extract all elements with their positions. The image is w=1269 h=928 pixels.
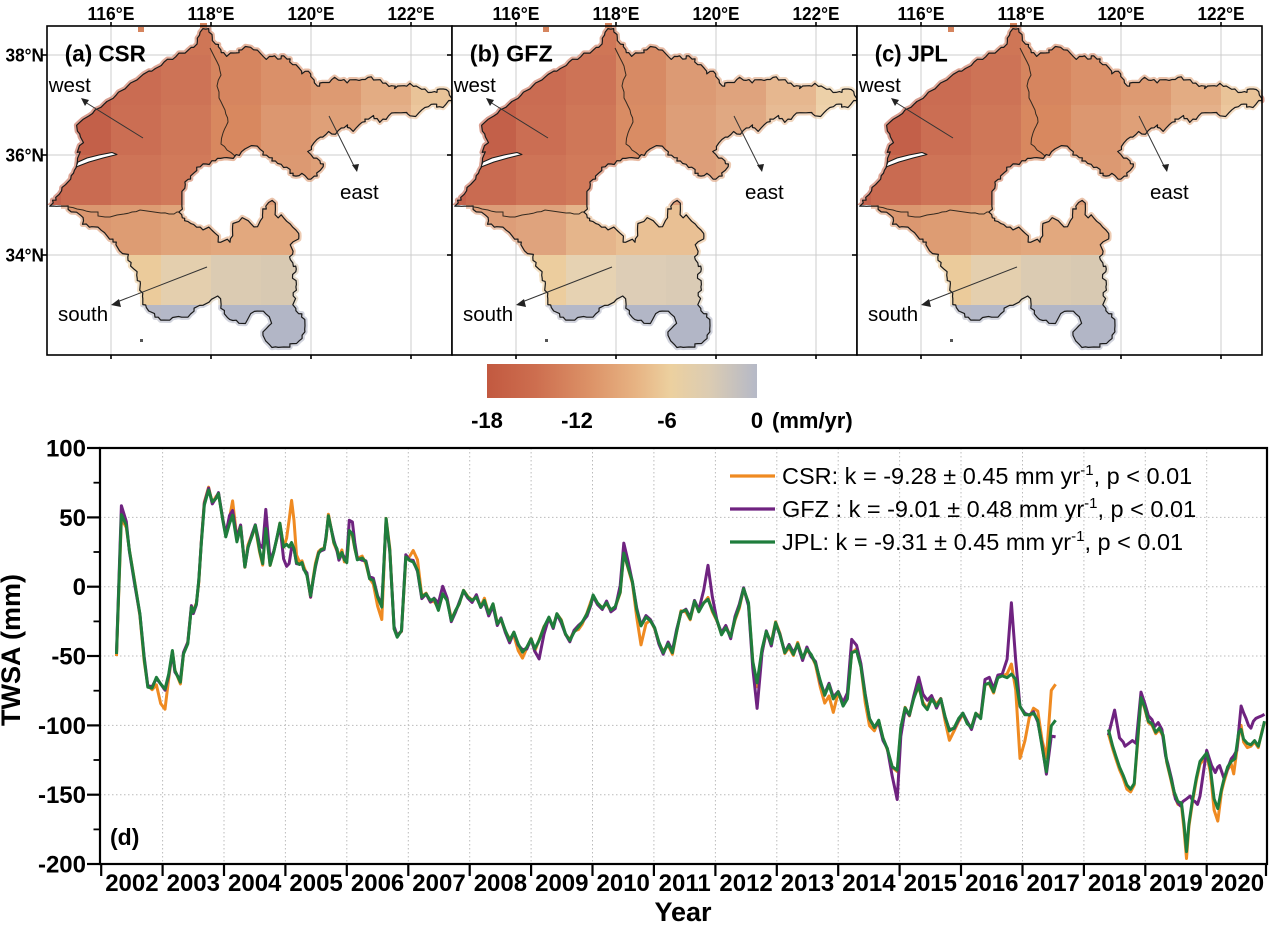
svg-text:-50: -50 [51, 644, 86, 671]
svg-text:116°E: 116°E [88, 4, 135, 24]
svg-text:(b) GFZ: (b) GFZ [470, 40, 553, 66]
svg-text:-200: -200 [38, 852, 86, 879]
svg-text:118°E: 118°E [188, 4, 235, 24]
svg-text:(mm/yr): (mm/yr) [772, 408, 853, 433]
svg-text:Year: Year [654, 897, 712, 927]
svg-text:2005: 2005 [289, 870, 342, 897]
svg-text:-100: -100 [38, 713, 86, 740]
svg-text:JPL: k = -9.31 ± 0.45 mm yr-1,: JPL: k = -9.31 ± 0.45 mm yr-1, p < 0.01 [782, 528, 1183, 555]
svg-text:122°E: 122°E [1198, 4, 1245, 24]
svg-text:south: south [463, 303, 513, 326]
svg-text:116°E: 116°E [898, 4, 945, 24]
svg-text:0: 0 [751, 408, 763, 433]
svg-text:118°E: 118°E [593, 4, 640, 24]
svg-text:-18: -18 [471, 408, 503, 433]
svg-text:CSR: k = -9.28 ± 0.45 mm yr-1,: CSR: k = -9.28 ± 0.45 mm yr-1, p < 0.01 [782, 462, 1192, 489]
svg-text:2004: 2004 [228, 870, 282, 897]
svg-text:122°E: 122°E [793, 4, 840, 24]
svg-text:(d): (d) [110, 824, 139, 850]
svg-text:34°N: 34°N [6, 245, 45, 266]
svg-text:2016: 2016 [965, 870, 1018, 897]
svg-text:2011: 2011 [659, 870, 711, 897]
svg-text:2008: 2008 [474, 870, 527, 897]
svg-text:south: south [868, 303, 918, 326]
svg-text:-6: -6 [657, 408, 677, 433]
svg-text:120°E: 120°E [1098, 4, 1145, 24]
svg-text:50: 50 [59, 505, 86, 532]
svg-text:east: east [1150, 181, 1189, 204]
svg-text:2003: 2003 [167, 870, 220, 897]
svg-text:2009: 2009 [535, 870, 588, 897]
svg-text:2006: 2006 [351, 870, 404, 897]
svg-text:east: east [340, 181, 379, 204]
svg-text:west: west [858, 74, 901, 97]
svg-text:116°E: 116°E [493, 4, 540, 24]
svg-text:118°E: 118°E [998, 4, 1045, 24]
svg-text:36°N: 36°N [6, 145, 45, 166]
svg-text:east: east [745, 181, 784, 204]
svg-text:-150: -150 [38, 782, 86, 809]
svg-text:(a) CSR: (a) CSR [65, 40, 146, 66]
svg-text:2014: 2014 [842, 870, 896, 897]
svg-text:2013: 2013 [781, 870, 834, 897]
svg-text:120°E: 120°E [288, 4, 335, 24]
svg-text:TWSA (mm): TWSA (mm) [0, 574, 26, 726]
svg-text:south: south [58, 303, 108, 326]
svg-text:2017: 2017 [1027, 870, 1080, 897]
svg-text:2020: 2020 [1211, 870, 1264, 897]
svg-text:122°E: 122°E [388, 4, 435, 24]
svg-text:2015: 2015 [904, 870, 957, 897]
svg-text:38°N: 38°N [6, 45, 45, 66]
svg-text:2010: 2010 [597, 870, 650, 897]
svg-text:west: west [453, 74, 496, 97]
svg-text:2002: 2002 [105, 870, 158, 897]
svg-text:2018: 2018 [1088, 870, 1141, 897]
svg-text:2007: 2007 [412, 870, 465, 897]
svg-text:west: west [48, 74, 91, 97]
svg-text:120°E: 120°E [693, 4, 740, 24]
svg-text:GFZ : k = -9.01 ± 0.48 mm yr-1: GFZ : k = -9.01 ± 0.48 mm yr-1, p < 0.01 [782, 495, 1196, 522]
svg-text:100: 100 [46, 436, 86, 463]
svg-text:-12: -12 [561, 408, 593, 433]
svg-text:0: 0 [73, 574, 86, 601]
svg-text:2012: 2012 [719, 870, 772, 897]
svg-text:2019: 2019 [1149, 870, 1202, 897]
svg-text:(c) JPL: (c) JPL [875, 40, 948, 66]
